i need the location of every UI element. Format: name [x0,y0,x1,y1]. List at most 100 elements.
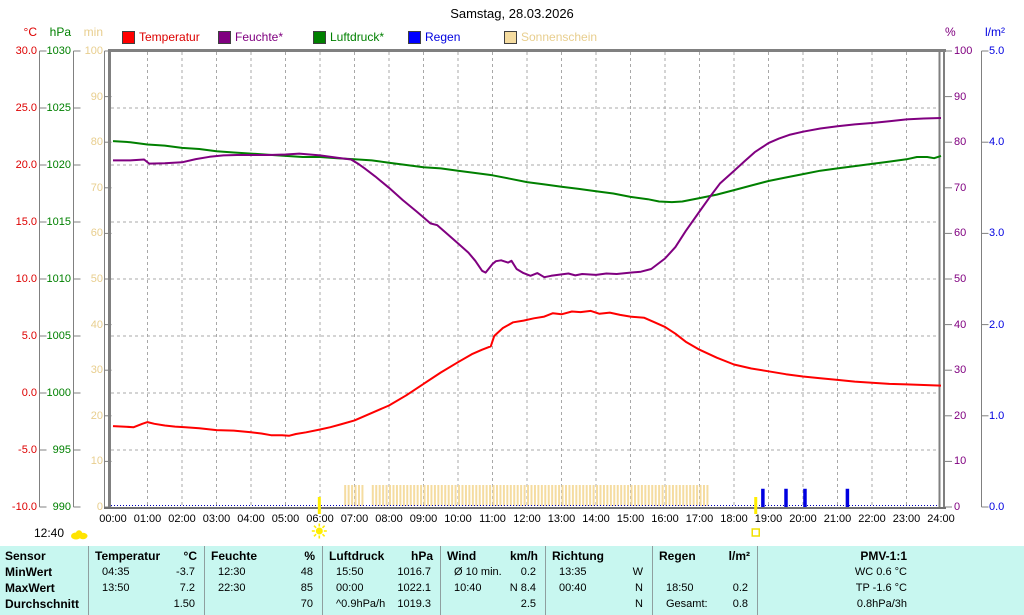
rain-spike [803,488,807,507]
x-tick-label: 00:00 [99,513,127,525]
sunshine-bar [416,485,419,506]
sunshine-bar [702,485,705,506]
table-header-row: PMV-1:1 [758,548,1024,564]
cell-label: 12:30 [218,566,246,578]
cell-value: 0.8hPa/3h [856,598,907,610]
sunshine-bar [537,485,540,506]
sunshine-bar [402,485,405,506]
legend-color-box [408,31,421,44]
sunrise-sun-ray [321,525,326,529]
sunshine-bar [640,485,643,506]
legend-label: Luftdruck* [330,30,385,44]
pressure-tick-label: 990 [52,501,71,513]
table-row: 13:50 7.2 [89,580,204,596]
table-row: N [546,596,652,612]
sunshine-tick-label: 0 [96,501,103,513]
column-unit: °C [183,549,197,563]
sunshine-bar [637,485,640,506]
humidity-tick-label: 100 [954,45,973,57]
sunshine-bar [520,485,523,506]
cell-label: Ø 10 min. [454,566,502,578]
x-tick-label: 20:00 [789,513,817,525]
x-tick-label: 16:00 [651,513,679,525]
sunshine-axis-unit: min [83,25,103,39]
sunshine-bar [444,485,447,506]
x-tick-label: 24:00 [927,513,955,525]
sunshine-bar [658,485,661,506]
sunshine-tick-label: 90 [90,90,103,103]
column-name: Regen [659,549,696,563]
sunshine-bar [540,485,543,506]
x-tick-label: 22:00 [858,513,886,525]
sunshine-bar [685,485,688,506]
table-header-row: Regen l/m² [653,548,757,564]
cell-label: 04:35 [102,566,130,578]
rain-tick-label: 0.0 [989,501,1005,513]
cell-value: 0.2 [732,582,748,594]
sunshine-bar [578,485,581,506]
sunshine-bar [654,485,657,506]
sunshine-bar [558,485,561,506]
table-row: 22:30 85 [205,580,322,596]
sunshine-bar [495,485,498,506]
feuchte-curve [113,117,942,279]
x-tick-label: 09:00 [409,513,438,525]
sunshine-bar [454,485,457,506]
sunshine-bar [461,485,464,506]
sunshine-bar [489,485,492,506]
table-column-feuchte: Feuchte% 12:30 48 22:30 85 70 [204,546,322,615]
table-row: 0.8hPa/3h [758,596,1024,612]
pressure-tick-label: 995 [52,444,71,456]
sunshine-bar [464,485,467,506]
plot-border-left [108,49,111,507]
x-tick-label: 05:00 [271,513,300,525]
page-title: Samstag, 28.03.2026 [450,6,574,21]
legend-label: Sonnenschein [521,30,598,44]
temp-tick-label: 0.0 [21,387,37,399]
rain-tick-label: 5.0 [989,45,1005,57]
cell-value: N [635,582,643,594]
temp-tick-label: -10.0 [11,501,37,513]
x-tick-label: 13:00 [547,513,576,525]
sunshine-bar [433,485,436,506]
rain-spike [784,488,788,507]
table-row: 1.50 [89,596,204,612]
x-tick-label: 04:00 [237,513,265,525]
column-unit: % [304,549,315,563]
sunshine-bar [389,485,392,506]
rain-tick-label: 1.0 [989,409,1005,422]
x-tick-label: 18:00 [720,513,748,525]
table-header-row: Feuchte% [205,548,322,564]
sunshine-bar [527,485,530,506]
table-row: Gesamt: 0.8 [653,596,757,612]
cell-value: 70 [300,598,313,610]
table-row: 18:50 0.2 [653,580,757,596]
sunshine-bar [589,485,592,506]
sunshine-bar [554,485,557,506]
sunshine-tick-label: 30 [90,364,103,377]
table-row: 2.5 [441,596,545,612]
sunshine-bar [344,485,347,506]
legend-color-box [122,31,135,44]
sunshine-bar [451,485,454,506]
temp-tick-label: -5.0 [18,444,37,456]
humidity-tick-label: 20 [954,409,967,422]
sunshine-bar [547,485,550,506]
sunshine-bar [475,485,478,506]
temp-tick-label: 10.0 [15,273,37,285]
x-tick-label: 02:00 [168,513,196,525]
sunrise-sun-icon [315,527,323,535]
sunshine-bar [630,485,633,506]
weather-chart [39,49,989,540]
x-axis-line [104,507,946,509]
table-row: TP -1.6 °C [758,580,1024,596]
table-row-header: MaxWert [5,581,55,595]
legend-color-box [504,31,517,44]
cell-value: N [635,598,643,610]
sunshine-bar [530,485,533,506]
sunshine-bar [592,485,595,506]
table-header-row: Richtung [546,548,652,564]
sunshine-tick-label: 100 [84,45,103,57]
sunshine-bar [471,485,474,506]
sunshine-bar [516,485,519,506]
